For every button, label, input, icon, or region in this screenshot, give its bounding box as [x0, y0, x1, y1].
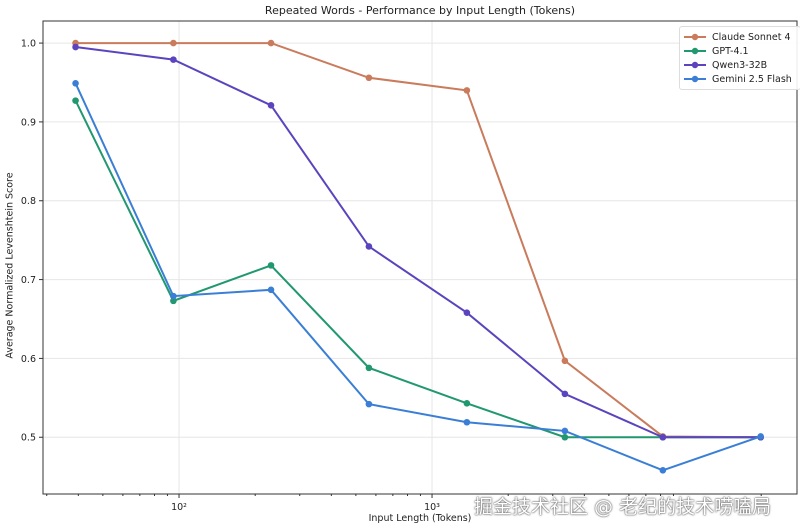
data-point — [561, 357, 569, 365]
data-point — [170, 297, 177, 305]
y-axis-label: Average Normalized Levenshtein Score — [4, 172, 16, 359]
legend-marker-icon — [684, 75, 706, 83]
data-point — [267, 39, 275, 47]
data-point — [561, 390, 569, 398]
series-gemini-2-5-flash — [72, 79, 764, 474]
data-point — [72, 43, 79, 51]
legend-label: Gemini 2.5 Flash — [712, 73, 792, 85]
y-tick-label: 0.6 — [21, 354, 36, 365]
y-tick-label: 0.7 — [21, 275, 36, 286]
legend-item: Gemini 2.5 Flash — [684, 72, 796, 86]
series-line — [75, 42, 761, 439]
series-line — [74, 82, 761, 472]
y-tick-label: 0.8 — [21, 196, 36, 207]
legend-label: Claude Sonnet 4 — [712, 31, 791, 43]
x-tick-label: 10³ — [424, 502, 440, 513]
y-tick-label: 0.9 — [21, 117, 36, 128]
plot-frame — [42, 20, 798, 495]
data-point — [757, 433, 764, 440]
data-point — [365, 400, 373, 408]
legend-marker-icon — [684, 47, 706, 55]
series-qwen3-32b — [72, 43, 764, 441]
legend-item: Claude Sonnet 4 — [684, 30, 796, 44]
legend: Claude Sonnet 4 GPT-4.1 Qwen3-32B Gemini 2.… — [679, 26, 800, 90]
data-point — [72, 79, 79, 87]
series-line — [74, 100, 761, 439]
data-point — [170, 292, 177, 300]
data-point — [170, 56, 177, 63]
x-tick-label: 10² — [171, 502, 187, 513]
x-axis-label: Input Length (Tokens) — [368, 513, 472, 524]
data-point — [267, 102, 275, 109]
watermark: 掘金技术社区 @ 老纪的技术唠嗑局 — [474, 496, 772, 518]
legend-marker-icon — [684, 33, 706, 41]
data-point — [267, 286, 275, 294]
data-point — [659, 433, 667, 441]
legend-marker-icon — [684, 61, 706, 69]
data-point — [365, 74, 373, 82]
series-gpt-4-1 — [72, 97, 764, 441]
data-point — [463, 87, 471, 94]
data-point — [659, 467, 667, 474]
data-point — [170, 39, 177, 47]
data-point — [365, 243, 373, 250]
data-point — [72, 97, 79, 104]
series-line — [75, 46, 761, 439]
data-point — [463, 400, 471, 407]
data-point — [365, 364, 373, 372]
series-claude-sonnet-4 — [72, 39, 764, 441]
data-point — [561, 433, 569, 441]
data-point — [561, 427, 569, 435]
data-point — [463, 309, 471, 316]
data-point — [267, 262, 275, 269]
y-tick-label: 0.5 — [21, 433, 36, 444]
data-point — [463, 418, 471, 426]
legend-item: Qwen3-32B — [684, 58, 796, 72]
legend-label: GPT-4.1 — [712, 45, 749, 57]
y-tick-label: 1.0 — [21, 39, 36, 50]
chart-title: Repeated Words - Performance by Input Le… — [264, 4, 576, 17]
legend-item: GPT-4.1 — [684, 44, 796, 58]
legend-label: Qwen3-32B — [712, 59, 768, 71]
